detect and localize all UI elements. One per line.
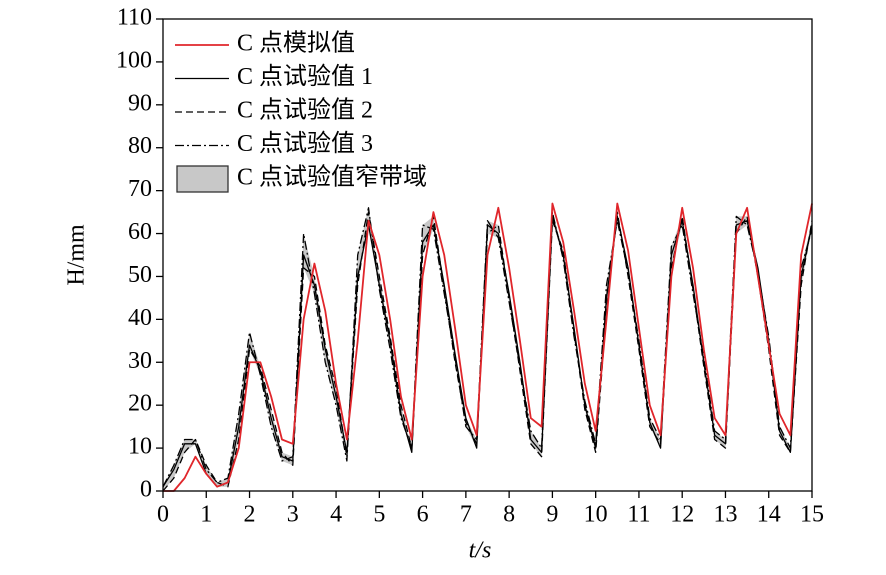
x-tick-label: 12 — [670, 502, 694, 528]
legend-label: C 点试验值 3 — [237, 130, 373, 157]
x-tick-label: 14 — [757, 502, 781, 528]
y-axis-label: H/mm — [64, 224, 90, 286]
legend-label: C 点模拟值 — [237, 30, 355, 57]
x-tick-label: 7 — [460, 502, 472, 528]
y-tick-label: 0 — [140, 477, 152, 503]
y-tick-label: 60 — [128, 219, 152, 245]
x-tick-label: 6 — [417, 502, 429, 528]
x-tick-label: 10 — [584, 502, 608, 528]
y-tick-label: 20 — [128, 391, 152, 417]
series-line — [162, 207, 813, 488]
x-tick-label: 0 — [157, 502, 169, 528]
x-tick-label: 15 — [800, 502, 824, 528]
legend-swatch — [176, 165, 229, 193]
y-tick-label: 50 — [128, 262, 152, 288]
x-axis-label: t/s — [469, 538, 492, 564]
y-tick-label: 40 — [128, 305, 152, 331]
x-tick-label: 2 — [244, 502, 256, 528]
series-line — [163, 202, 813, 492]
x-tick-label: 4 — [330, 502, 342, 528]
band-area — [163, 207, 812, 492]
x-tick-label: 13 — [713, 502, 737, 528]
x-tick-label: 8 — [503, 502, 515, 528]
legend-label: C 点试验值窄带域 — [237, 164, 427, 191]
y-tick-label: 90 — [128, 90, 152, 116]
y-tick-label: 110 — [117, 5, 152, 31]
x-tick-label: 1 — [200, 502, 212, 528]
x-tick-label: 11 — [627, 502, 650, 528]
x-tick-label: 9 — [546, 502, 558, 528]
series-line — [162, 215, 813, 488]
legend-label: C 点试验值 2 — [237, 97, 373, 124]
y-tick-label: 80 — [128, 133, 152, 159]
y-tick-label: 30 — [128, 348, 152, 374]
y-tick-label: 100 — [116, 47, 152, 73]
x-tick-label: 5 — [373, 502, 385, 528]
x-tick-label: 3 — [287, 502, 299, 528]
y-tick-label: 70 — [128, 176, 152, 202]
plot-frame — [162, 18, 813, 492]
legend-label: C 点试验值 1 — [237, 63, 373, 90]
y-tick-label: 10 — [128, 434, 152, 460]
